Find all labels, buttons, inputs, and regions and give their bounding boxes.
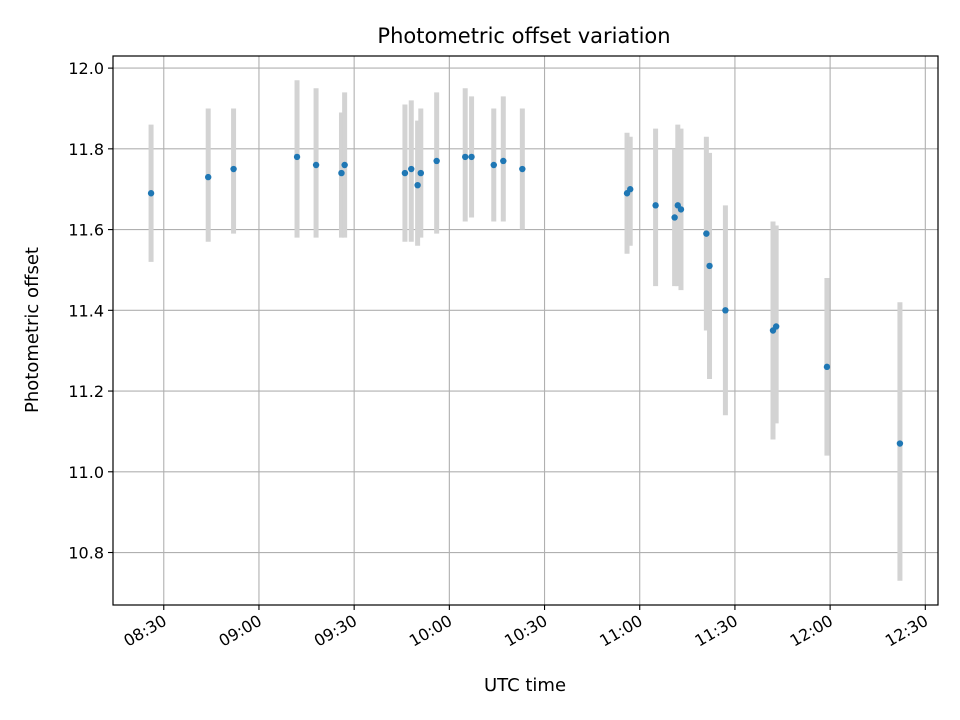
data-point bbox=[896, 440, 904, 447]
data-point bbox=[417, 169, 424, 177]
y-tick-label: 11.4 bbox=[68, 301, 104, 320]
chart-title: Photometric offset variation bbox=[377, 24, 670, 48]
y-tick-label: 12.0 bbox=[68, 59, 104, 78]
data-point bbox=[677, 206, 685, 213]
data-point bbox=[462, 153, 469, 161]
grid-layer bbox=[113, 56, 938, 605]
data-point bbox=[414, 181, 421, 189]
data-point bbox=[204, 173, 212, 181]
data-point bbox=[230, 165, 237, 173]
y-tick-label: 10.8 bbox=[68, 544, 104, 563]
data-point bbox=[722, 307, 729, 314]
y-tick-label: 11.0 bbox=[68, 463, 104, 482]
data-point bbox=[490, 161, 497, 169]
x-axis-title: UTC time bbox=[484, 675, 566, 696]
data-point bbox=[706, 262, 713, 270]
data-point bbox=[293, 153, 301, 161]
data-point bbox=[627, 186, 634, 193]
y-tick-label: 11.8 bbox=[68, 140, 104, 159]
data-point bbox=[772, 323, 780, 330]
data-point bbox=[703, 230, 710, 237]
y-tick-label: 11.2 bbox=[68, 382, 104, 401]
y-tick-label: 11.6 bbox=[68, 221, 104, 240]
data-point bbox=[401, 169, 409, 177]
data-point bbox=[338, 169, 345, 177]
y-tick-layer: 10.8 11.0 11.2 11.4 11.6 11.8 12.0 bbox=[68, 59, 113, 563]
data-point bbox=[408, 165, 415, 173]
data-point bbox=[519, 165, 526, 173]
data-point bbox=[671, 214, 678, 221]
data-point bbox=[341, 161, 348, 169]
data-point bbox=[500, 157, 507, 165]
data-point bbox=[652, 202, 659, 209]
plot-frame bbox=[112, 55, 939, 606]
data-point bbox=[147, 190, 155, 197]
point-layer bbox=[147, 153, 904, 447]
data-point bbox=[433, 157, 440, 165]
data-point bbox=[312, 161, 320, 169]
data-point bbox=[823, 363, 831, 371]
y-axis-title: Photometric offset bbox=[22, 247, 43, 413]
data-point bbox=[468, 153, 475, 161]
